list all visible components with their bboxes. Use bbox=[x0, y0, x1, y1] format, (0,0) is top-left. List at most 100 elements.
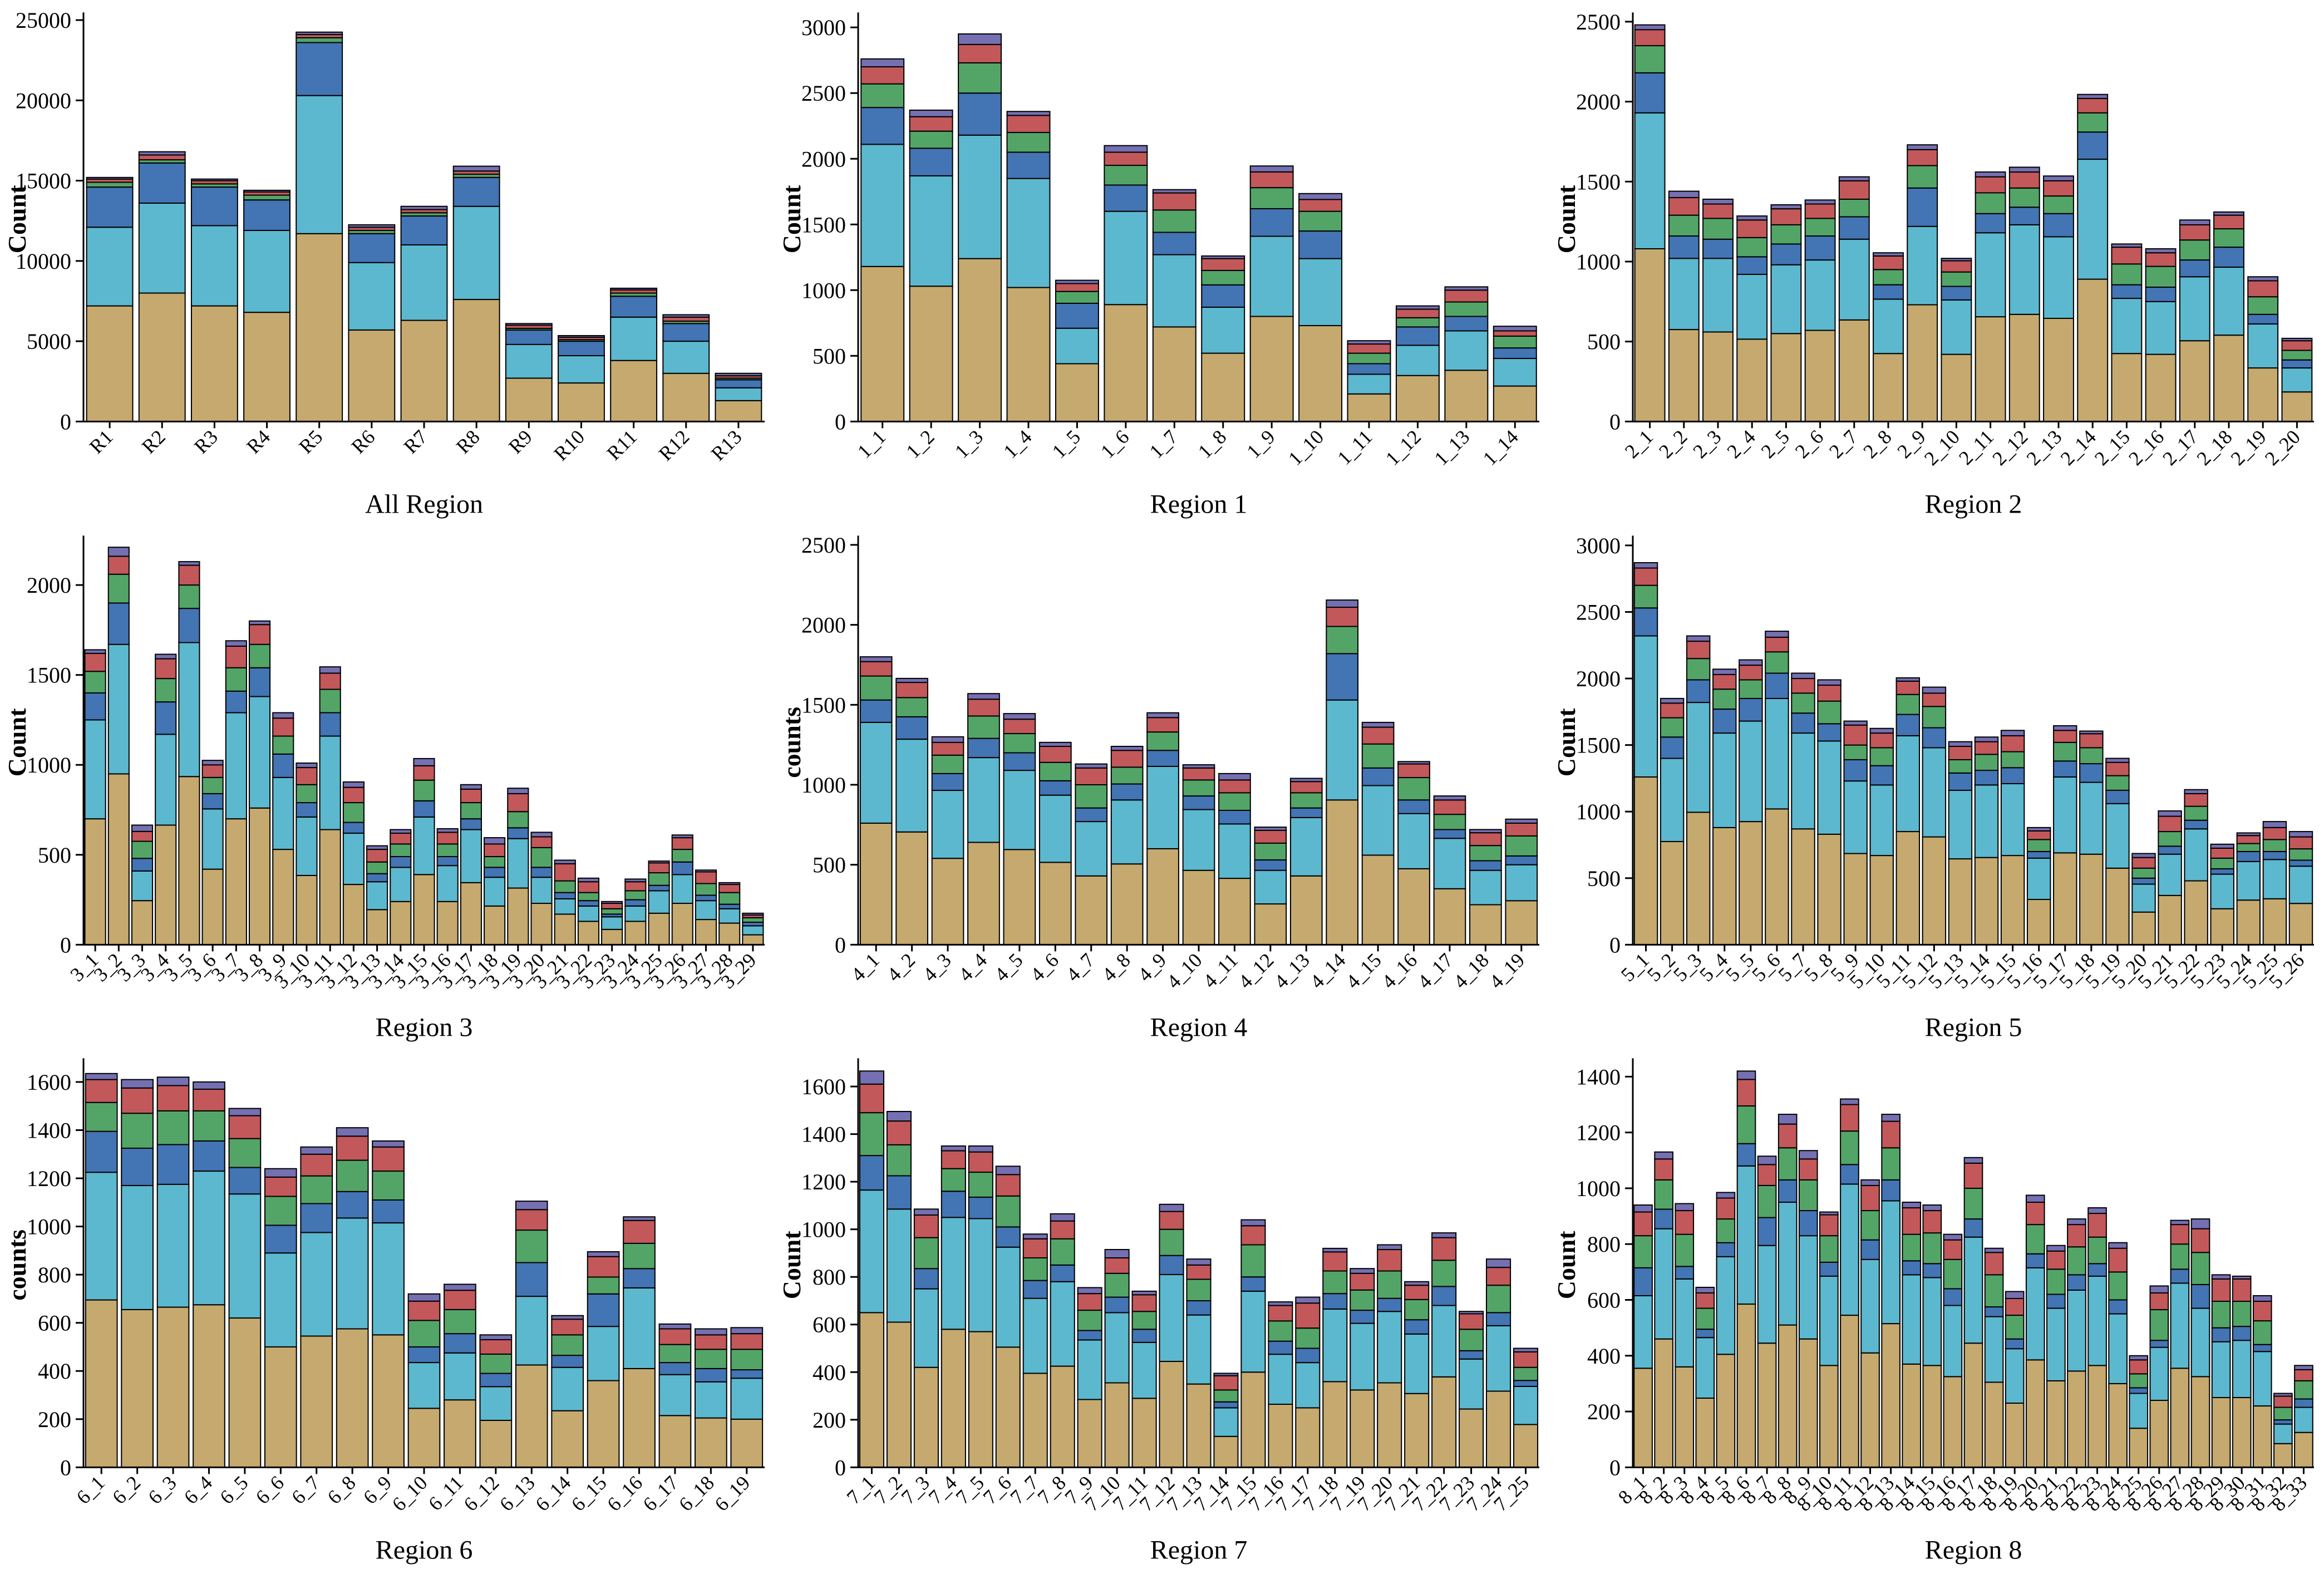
bar-segment-tan bbox=[131, 899, 154, 945]
bar-segment-light-blue bbox=[515, 1296, 548, 1366]
bar-segment-tan bbox=[1712, 827, 1737, 945]
bar-segment-green bbox=[1159, 1229, 1184, 1257]
bar-segment-dark-blue bbox=[1654, 1208, 1673, 1229]
bar-segment-dark-blue bbox=[390, 855, 412, 868]
bar-segment-green bbox=[1395, 317, 1440, 328]
bar-segment-dark-blue bbox=[1152, 232, 1197, 255]
bar-segment-green bbox=[2053, 741, 2077, 761]
bar-segment-dark-blue bbox=[1240, 1276, 1266, 1292]
bar-segment-green bbox=[995, 1196, 1021, 1228]
bar-segment-light-blue bbox=[1739, 720, 1763, 822]
bar-segment-tan bbox=[1444, 370, 1489, 422]
bar-segment-purple bbox=[1469, 829, 1502, 833]
bar-segment-purple bbox=[2149, 1285, 2169, 1294]
bar-segment-tan bbox=[1395, 375, 1440, 422]
bar-segment-purple bbox=[968, 1145, 993, 1153]
y-tick-label: 800 bbox=[1587, 1232, 1621, 1257]
bar-segment-tan bbox=[1104, 304, 1148, 422]
chart-region-3: 0 500 1000 1500 2000 3_1 3_2 3_3 3_4 3_5 3_6 3_7 3_8… bbox=[0, 523, 775, 1046]
bar-segment-purple bbox=[479, 1334, 513, 1341]
bar-segment-dark-blue bbox=[1869, 765, 1894, 786]
bar-segment-light-blue bbox=[2252, 1351, 2272, 1407]
x-tick-label: 6_16 bbox=[603, 1472, 647, 1516]
bar-segment-purple bbox=[296, 31, 343, 36]
bar-segment-red bbox=[2262, 827, 2287, 840]
bar-segment-dark-blue bbox=[1459, 1350, 1484, 1360]
bar-segment-green bbox=[718, 892, 741, 905]
bar-segment-dark-blue bbox=[300, 1203, 333, 1233]
bar-segment-tan bbox=[2179, 340, 2210, 422]
bar-segment-purple bbox=[587, 1251, 620, 1258]
bar-segment-tan bbox=[225, 818, 247, 945]
bar-segment-red bbox=[336, 1135, 369, 1161]
bar-segment-light-blue bbox=[1702, 258, 1734, 333]
y-tick-label: 2500 bbox=[801, 533, 846, 558]
bar-segment-light-blue bbox=[860, 144, 905, 267]
chart-svg: 0 5000 10000 15000 20000 25000 R1 R2 R3 R4 R5 R6 R7 R… bbox=[3, 8, 765, 519]
bar-segment-red bbox=[1377, 1249, 1402, 1272]
bar-segment-red bbox=[1819, 1214, 1839, 1237]
bar-segment-purple bbox=[1240, 1219, 1266, 1227]
bar-segment-light-blue bbox=[1974, 784, 1999, 858]
bar-segment-light-blue bbox=[248, 696, 271, 809]
bar-segment-green bbox=[121, 1113, 154, 1149]
bar-segment-tan bbox=[2247, 367, 2279, 422]
bar-segment-green bbox=[1397, 776, 1430, 800]
bar-segment-dark-blue bbox=[1675, 1266, 1695, 1280]
bar-segment-light-blue bbox=[452, 205, 500, 301]
bar-segment-tan bbox=[2105, 867, 2130, 945]
x-tick-label: 6_19 bbox=[710, 1472, 754, 1516]
bar-segment-dark-blue bbox=[1798, 1210, 1818, 1237]
bar-segment-light-blue bbox=[1213, 1407, 1239, 1438]
bar-segment-dark-blue bbox=[366, 873, 388, 882]
bar-segment-purple bbox=[2131, 853, 2156, 858]
bar-segment-red bbox=[1975, 176, 2006, 194]
bar-segment-purple bbox=[2005, 1291, 2025, 1300]
y-tick-label: 500 bbox=[813, 343, 846, 368]
bar-segment-dark-blue bbox=[1493, 347, 1537, 360]
bar-segment-dark-blue bbox=[2262, 850, 2287, 860]
bar-segment-dark-blue bbox=[2008, 206, 2040, 225]
bar-segment-green bbox=[859, 675, 893, 701]
x-tick-label: 6_17 bbox=[638, 1472, 682, 1516]
bar-segment-red bbox=[648, 862, 670, 873]
bar-segment-red bbox=[886, 1120, 912, 1146]
bar-segment-red bbox=[967, 698, 1000, 717]
bar-segment-tan bbox=[1804, 329, 1836, 422]
bar-segment-tan bbox=[2273, 1443, 2293, 1468]
bar-segment-dark-blue bbox=[1006, 151, 1051, 179]
bar-segment-purple bbox=[1633, 562, 1658, 569]
bar-segment-light-blue bbox=[558, 355, 605, 384]
bar-segment-tan bbox=[372, 1334, 405, 1468]
bar-segment-red bbox=[1943, 1240, 1963, 1261]
bar-segment-dark-blue bbox=[85, 1130, 118, 1173]
bar-segment-tan bbox=[1881, 1323, 1900, 1468]
bar-segment-light-blue bbox=[264, 1252, 297, 1348]
bar-segment-dark-blue bbox=[1974, 769, 1999, 786]
bar-segment-red bbox=[2025, 1202, 2045, 1226]
x-tick-label: 2_14 bbox=[2056, 426, 2100, 470]
bar-segment-red bbox=[366, 848, 388, 863]
bar-segment-purple bbox=[1218, 773, 1251, 781]
bar-segment-purple bbox=[730, 1327, 764, 1335]
bar-segment-tan bbox=[86, 305, 134, 422]
bar-segment-tan bbox=[2008, 313, 2040, 422]
bar-segment-dark-blue bbox=[243, 199, 290, 232]
bar-segment-light-blue bbox=[624, 905, 647, 922]
bar-segment-light-blue bbox=[1654, 1228, 1673, 1340]
bar-segment-tan bbox=[554, 913, 576, 945]
bar-segment-light-blue bbox=[1361, 785, 1395, 856]
chart-region-7: 0 200 400 600 800 1000 1200 1400 1600 7_1 7_2 7_3 7_… bbox=[775, 1046, 1549, 1569]
bar-segment-green bbox=[1838, 198, 1870, 218]
x-axis-title: Region 2 bbox=[1925, 489, 2022, 519]
y-tick-label: 0 bbox=[1609, 1455, 1621, 1481]
bar-segment-tan bbox=[1660, 840, 1685, 945]
bar-segment-red bbox=[2043, 180, 2074, 197]
bar-segment-light-blue bbox=[1873, 298, 1904, 355]
y-tick-label: 600 bbox=[38, 1311, 71, 1336]
x-tick-label: 4_2 bbox=[883, 948, 919, 985]
bar-segment-purple bbox=[1395, 305, 1440, 310]
bar-segment-green bbox=[1077, 1310, 1102, 1331]
bar-segment-light-blue bbox=[1840, 1183, 1859, 1316]
x-tick-label: 2_5 bbox=[1757, 426, 1794, 463]
